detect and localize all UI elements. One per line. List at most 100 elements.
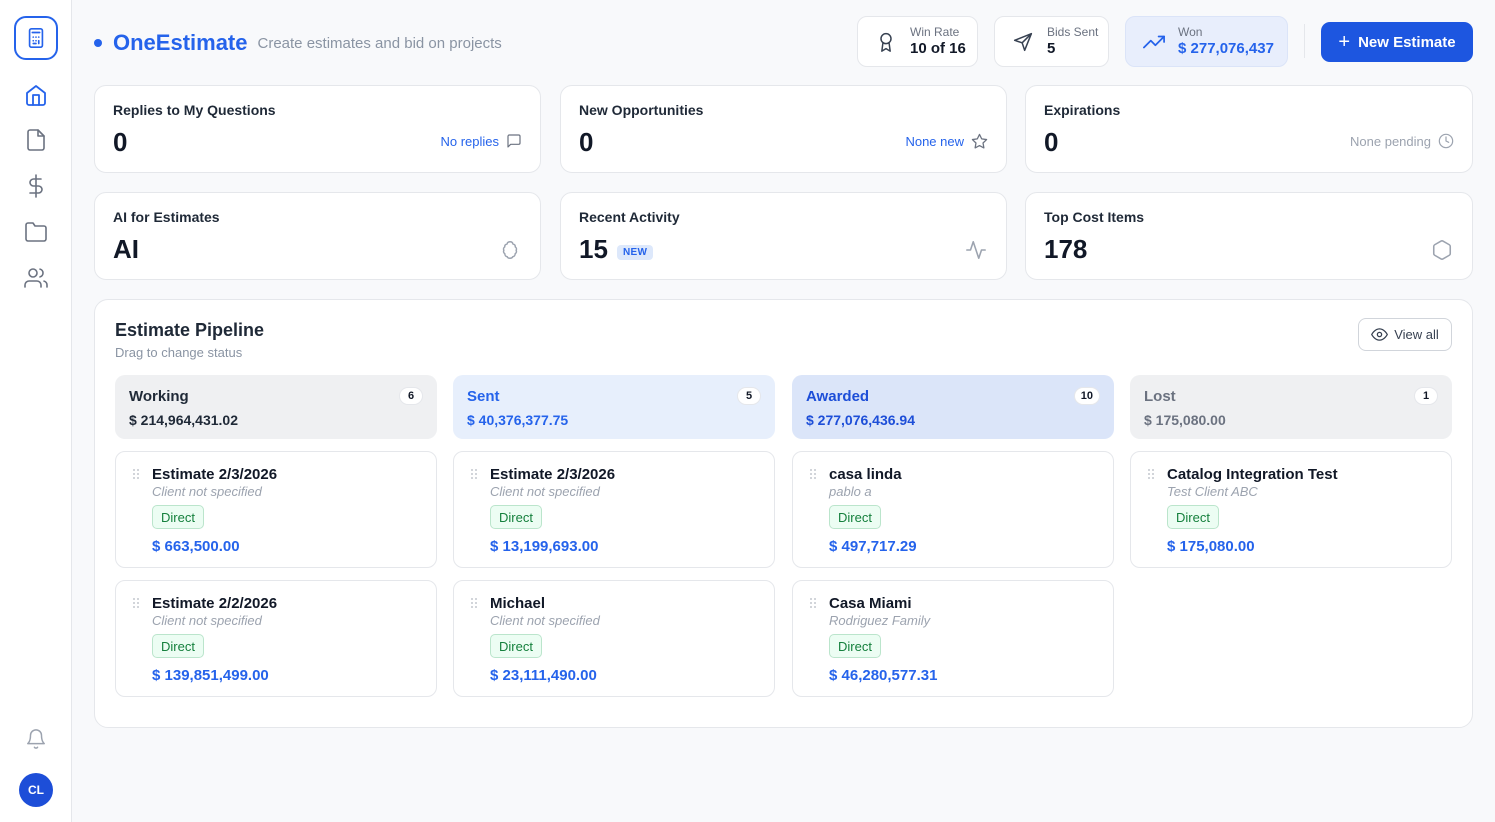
estimate-amount: $ 175,080.00: [1167, 538, 1255, 555]
estimate-pipeline: Estimate Pipeline Drag to change status …: [94, 299, 1473, 728]
stat-value: 10 of 16: [910, 40, 966, 57]
drag-handle-icon[interactable]: [132, 468, 140, 480]
metric-card-activity[interactable]: Recent Activity 15 NEW: [560, 192, 1007, 280]
estimate-type-tag: Direct: [490, 634, 542, 658]
estimate-card[interactable]: Casa Miami Rodriguez Family Direct $ 46,…: [792, 580, 1114, 697]
sidebar-item-users[interactable]: [22, 264, 50, 292]
metric-card-ai[interactable]: AI for Estimates AI: [94, 192, 541, 280]
sidebar: CL: [0, 0, 72, 822]
calculator-logo-icon[interactable]: [14, 16, 58, 60]
estimate-card[interactable]: Estimate 2/3/2026 Client not specified D…: [115, 451, 437, 568]
metric-title: Recent Activity: [579, 209, 680, 225]
column-total: $ 214,964,431.02: [129, 412, 238, 428]
column-count: 1: [1414, 387, 1438, 405]
metric-title: Top Cost Items: [1044, 209, 1145, 225]
metric-value: 0: [113, 127, 128, 157]
estimate-amount: $ 46,280,577.31: [829, 667, 938, 684]
users-icon: [24, 268, 48, 288]
metric-title: New Opportunities: [579, 102, 704, 118]
estimate-type-tag: Direct: [490, 505, 542, 529]
estimate-card[interactable]: Estimate 2/3/2026 Client not specified D…: [453, 451, 775, 568]
estimate-amount: $ 497,717.29: [829, 538, 917, 555]
metric-title: Replies to My Questions: [113, 102, 276, 118]
plus-icon: +: [1338, 31, 1351, 53]
column-awarded[interactable]: Awarded $ 277,076,436.94 10: [792, 375, 1114, 439]
estimate-name: casa linda: [829, 466, 902, 483]
stat-win-rate: Win Rate 10 of 16: [857, 16, 978, 67]
column-lost[interactable]: Lost $ 175,080.00 1: [1130, 375, 1452, 439]
notifications-button[interactable]: [22, 725, 50, 753]
folder-icon: [25, 222, 47, 242]
metric-title: Expirations: [1044, 102, 1121, 118]
metric-card-cost-items[interactable]: Top Cost Items 178: [1025, 192, 1473, 280]
estimate-client: Client not specified: [152, 613, 262, 628]
metric-card-expirations[interactable]: Expirations 0 None pending: [1025, 85, 1473, 173]
dollar-icon: [29, 174, 43, 198]
pipeline-subtitle: Drag to change status: [115, 345, 243, 360]
stat-value: $ 277,076,437: [1178, 40, 1274, 57]
estimate-client: Rodriguez Family: [829, 613, 931, 628]
estimate-type-tag: Direct: [152, 505, 204, 529]
metric-card-opportunities[interactable]: New Opportunities 0 None new: [560, 85, 1007, 173]
column-count: 5: [737, 387, 761, 405]
drag-handle-icon[interactable]: [809, 468, 817, 480]
view-all-button[interactable]: View all: [1358, 318, 1452, 351]
estimate-amount: $ 23,111,490.00: [490, 667, 597, 684]
bell-icon: [27, 729, 45, 749]
sidebar-item-home[interactable]: [22, 81, 50, 109]
estimate-amount: $ 663,500.00: [152, 538, 240, 555]
estimate-card[interactable]: casa linda pablo a Direct $ 497,717.29: [792, 451, 1114, 568]
new-estimate-button[interactable]: + New Estimate: [1321, 22, 1473, 62]
estimate-client: Test Client ABC: [1167, 484, 1258, 499]
stat-value: 5: [1047, 40, 1056, 57]
brain-icon: [498, 238, 522, 262]
estimate-client: Client not specified: [490, 484, 600, 499]
hexagon-icon: [1430, 238, 1454, 262]
estimate-name: Casa Miami: [829, 595, 912, 612]
avatar[interactable]: CL: [19, 773, 53, 807]
estimate-type-tag: Direct: [1167, 505, 1219, 529]
estimate-client: pablo a: [829, 484, 872, 499]
app-subtitle: Create estimates and bid on projects: [257, 34, 502, 52]
metric-value: 178: [1044, 234, 1088, 264]
pipeline-title: Estimate Pipeline: [115, 320, 265, 340]
metric-value: 0: [579, 127, 594, 157]
metric-meta-text: None pending: [1350, 133, 1431, 149]
send-icon: [1011, 30, 1035, 54]
column-name: Awarded: [806, 388, 870, 405]
star-icon: [971, 133, 988, 149]
trending-up-icon: [1142, 30, 1166, 54]
column-working[interactable]: Working $ 214,964,431.02 6: [115, 375, 437, 439]
sidebar-item-projects[interactable]: [22, 218, 50, 246]
estimate-name: Michael: [490, 595, 546, 612]
estimate-amount: $ 139,851,499.00: [152, 667, 269, 684]
new-badge: NEW: [617, 245, 654, 260]
metric-meta-text: No replies: [440, 133, 499, 149]
message-icon: [507, 134, 521, 148]
sidebar-item-finance[interactable]: [22, 172, 50, 200]
stat-bids-sent: Bids Sent 5: [994, 16, 1109, 67]
estimate-name: Estimate 2/3/2026: [490, 466, 616, 483]
column-name: Lost: [1144, 388, 1176, 405]
app-title: OneEstimate: [113, 30, 248, 55]
metric-card-replies[interactable]: Replies to My Questions 0 No replies: [94, 85, 541, 173]
column-total: $ 175,080.00: [1144, 412, 1226, 428]
sidebar-item-documents[interactable]: [22, 126, 50, 154]
estimate-card[interactable]: Michael Client not specified Direct $ 23…: [453, 580, 775, 697]
estimate-card[interactable]: Catalog Integration Test Test Client ABC…: [1130, 451, 1452, 568]
new-estimate-label: New Estimate: [1358, 33, 1456, 51]
drag-handle-icon[interactable]: [132, 597, 140, 609]
metric-meta: None pending: [1350, 133, 1454, 149]
estimate-client: Client not specified: [490, 613, 600, 628]
header-divider: [1304, 24, 1305, 58]
drag-handle-icon[interactable]: [1147, 468, 1155, 480]
metric-meta-text: None new: [905, 134, 964, 149]
drag-handle-icon[interactable]: [470, 597, 478, 609]
drag-handle-icon[interactable]: [470, 468, 478, 480]
view-all-label: View all: [1394, 327, 1439, 342]
drag-handle-icon[interactable]: [809, 597, 817, 609]
metric-meta: No replies: [440, 133, 522, 149]
stat-label: Win Rate: [910, 25, 960, 39]
column-sent[interactable]: Sent $ 40,376,377.75 5: [453, 375, 775, 439]
estimate-card[interactable]: Estimate 2/2/2026 Client not specified D…: [115, 580, 437, 697]
